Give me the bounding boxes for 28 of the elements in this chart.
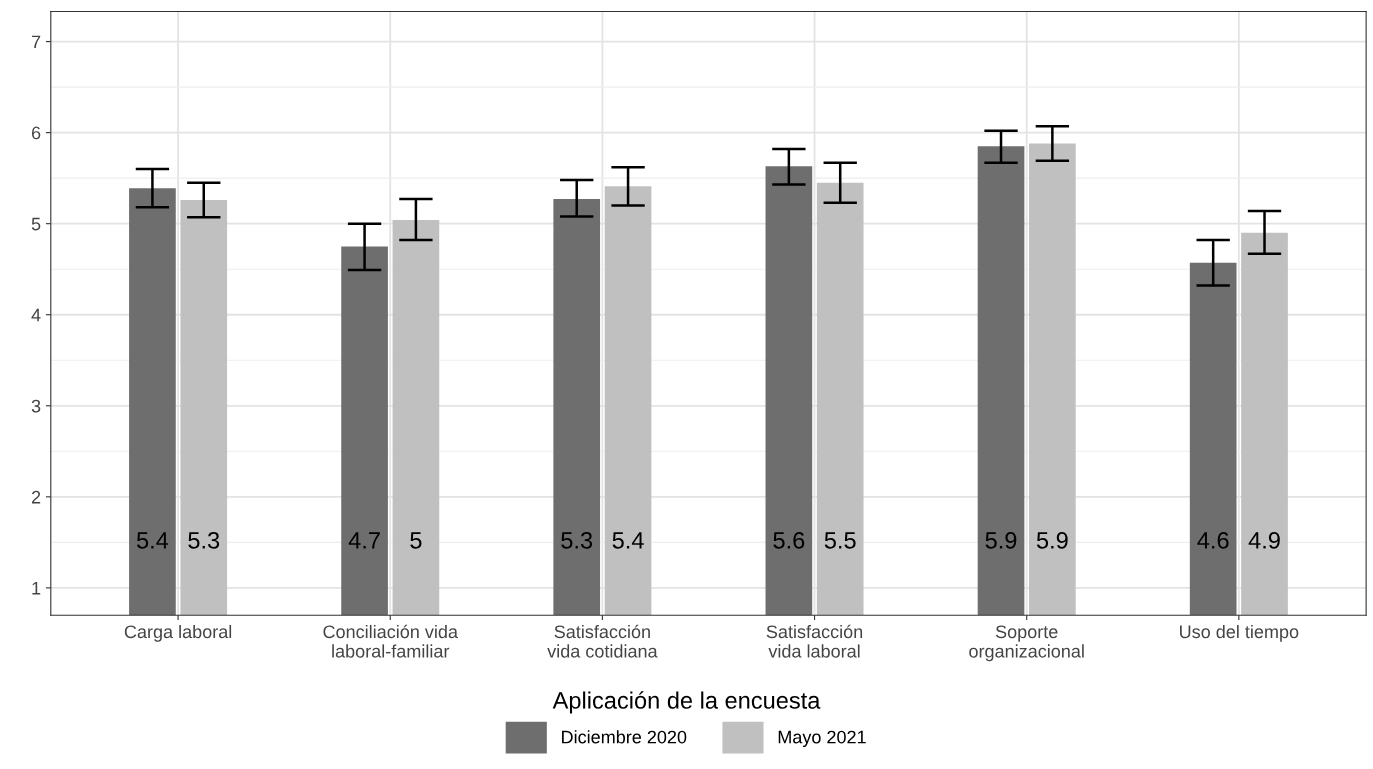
data-label: 5.6	[773, 531, 805, 549]
x-tick-label: Carga laboral	[124, 624, 232, 642]
y-tick-label: 3	[31, 399, 41, 413]
data-label: 5.4	[136, 532, 169, 549]
y-tick-label: 6	[31, 126, 41, 140]
data-label: 5.3	[561, 531, 593, 549]
legend-label: Diciembre 2020	[562, 730, 687, 744]
x-tick-label: Conciliación vida laboral-familiar	[323, 624, 458, 658]
y-tick-label: 1	[32, 582, 41, 595]
data-label: 5.9	[985, 531, 1017, 549]
y-tick-label: 7	[31, 35, 41, 49]
data-label: 5.4	[612, 532, 644, 549]
data-label: 5.9	[1036, 531, 1068, 549]
legend-label: Mayo 2021	[778, 730, 866, 748]
y-tick-label: 5	[31, 217, 41, 231]
data-label: 5.5	[824, 532, 856, 549]
x-tick-label: Soporte organizacional	[969, 625, 1084, 662]
data-label: 4.9	[1248, 531, 1280, 549]
data-label: 4.6	[1197, 531, 1229, 549]
y-tick-label: 4	[31, 308, 41, 322]
data-label: 5.3	[188, 531, 220, 549]
y-tick-label: 2	[31, 490, 41, 504]
x-tick-label: Uso del tiempo	[1180, 624, 1299, 642]
data-label: 5	[410, 532, 422, 549]
x-tick-label: Satisfacción vida cotidiana	[547, 624, 658, 658]
data-label: 4.7	[348, 532, 380, 549]
x-tick-label: Satisfacción vida laboral	[766, 624, 863, 658]
legend-title: Aplicación de la encuesta	[552, 691, 821, 714]
